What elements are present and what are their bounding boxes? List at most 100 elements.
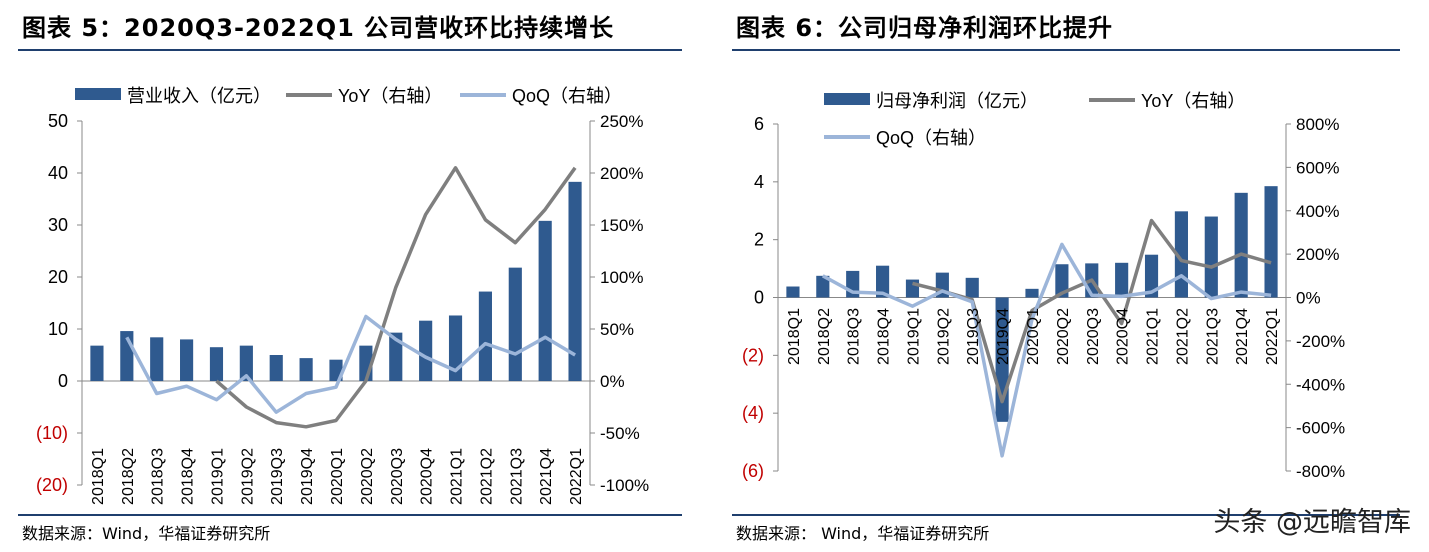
right-tick-label: 400% — [1296, 202, 1339, 221]
category-label: 2020Q3 — [1085, 308, 1102, 365]
left-tick-label: (4) — [742, 403, 764, 423]
bar-2021Q4 — [1234, 192, 1248, 298]
bar-2019Q4 — [299, 358, 313, 381]
watermark: 头条 @远瞻智库 — [1213, 507, 1411, 538]
left-tick-label: 20 — [48, 267, 68, 287]
yoy-line — [215, 166, 577, 429]
legend-label: YoY（右轴） — [1141, 91, 1245, 111]
bar-2019Q3 — [269, 355, 283, 381]
category-label: 2018Q4 — [180, 448, 197, 505]
category-label: 2018Q3 — [846, 308, 863, 365]
bar-2021Q4 — [538, 220, 552, 381]
source-note: 数据来源：Wind，华福证券研究所 — [22, 524, 271, 543]
right-tick-label: 0% — [1296, 289, 1321, 308]
right-tick-label: 800% — [1296, 115, 1339, 134]
bar-2022Q1 — [568, 181, 582, 381]
panel-profit-chart: 图表 6：公司归母净利润环比提升 6 4 2 0 (2) (4) (6) 800% 600% 40… — [714, 0, 1429, 552]
bar-2020Q3 — [389, 332, 403, 381]
bar-2021Q2 — [478, 291, 492, 381]
yoy-line — [912, 218, 1272, 404]
category-label: 2019Q1 — [209, 448, 226, 505]
right-tick-label: 250% — [600, 112, 643, 131]
left-tick-label: 50 — [48, 111, 68, 131]
category-label: 2020Q2 — [1055, 308, 1072, 365]
category-label: 2018Q3 — [150, 448, 167, 505]
category-label: 2019Q3 — [965, 308, 982, 365]
bar-2020Q4 — [1115, 262, 1129, 298]
category-label: 2021Q1 — [1145, 308, 1162, 365]
title-divider — [18, 49, 682, 51]
footer-divider — [18, 514, 682, 516]
legend-swatch — [75, 88, 121, 100]
qoq-line — [821, 242, 1272, 458]
category-label: 2021Q3 — [508, 448, 525, 505]
right-tick-label: 200% — [600, 164, 643, 183]
category-label: 2022Q1 — [568, 448, 585, 505]
category-label: 2021Q2 — [478, 448, 495, 505]
title-divider — [732, 49, 1400, 51]
left-tick-label: 0 — [754, 288, 764, 308]
right-tick-label: 100% — [600, 268, 643, 287]
bar-2018Q2 — [816, 275, 830, 298]
bar-2020Q4 — [419, 320, 433, 381]
bar-2019Q1 — [905, 279, 920, 298]
left-tick-label: (2) — [742, 345, 764, 365]
left-tick-label: 10 — [48, 319, 68, 339]
category-label: 2021Q1 — [449, 448, 466, 505]
right-tick-label: 50% — [600, 320, 634, 339]
category-label: 2022Q1 — [1264, 308, 1281, 365]
category-label: 2021Q2 — [1174, 308, 1191, 365]
left-tick-label: 4 — [754, 172, 764, 192]
bar-2021Q3 — [508, 267, 522, 381]
category-label: 2020Q1 — [329, 448, 346, 505]
category-label: 2021Q4 — [538, 448, 555, 505]
qoq-line — [125, 314, 576, 414]
category-label: 2020Q1 — [1025, 308, 1042, 365]
category-label: 2020Q2 — [359, 448, 376, 505]
left-tick-label: (20) — [36, 475, 68, 495]
right-tick-label: 150% — [600, 216, 643, 235]
bar-2022Q1 — [1264, 186, 1278, 298]
bar-2019Q1 — [209, 347, 224, 381]
bar-2021Q1 — [448, 315, 463, 381]
category-label: 2021Q3 — [1204, 308, 1221, 365]
bar-2021Q3 — [1204, 216, 1218, 298]
category-label: 2019Q1 — [905, 308, 922, 365]
right-tick-label: -800% — [1296, 462, 1345, 481]
legend-label: QoQ（右轴） — [512, 86, 622, 106]
category-label: 2019Q4 — [995, 308, 1012, 365]
category-label: 2021Q4 — [1234, 308, 1251, 365]
bar-2018Q3 — [150, 337, 164, 381]
category-label: 2018Q2 — [816, 308, 833, 365]
category-label: 2019Q2 — [239, 448, 256, 505]
legend-label: YoY（右轴） — [338, 86, 442, 106]
right-tick-label: 600% — [1296, 158, 1339, 177]
left-tick-label: (6) — [742, 461, 764, 481]
left-tick-label: 40 — [48, 163, 68, 183]
right-tick-label: -400% — [1296, 375, 1345, 394]
left-tick-label: 6 — [754, 114, 764, 134]
category-label: 2018Q1 — [90, 448, 107, 505]
category-label: 2018Q1 — [786, 308, 803, 365]
bar-2018Q1 — [90, 345, 104, 381]
category-label: 2020Q4 — [419, 448, 436, 505]
profit-chart: 6 4 2 0 (2) (4) (6) 800% 600% 400% 200% 0% -200% -400… — [742, 91, 1345, 481]
right-tick-label: 200% — [1296, 245, 1339, 264]
bar-2018Q4 — [876, 265, 890, 298]
right-tick-label: -100% — [600, 476, 649, 495]
source-note: 数据来源： Wind，华福证券研究所 — [736, 524, 990, 543]
category-label: 2020Q3 — [389, 448, 406, 505]
right-tick-label: -50% — [600, 424, 640, 443]
legend-swatch — [824, 93, 870, 105]
right-tick-label: -600% — [1296, 419, 1345, 438]
bar-2018Q4 — [180, 339, 194, 381]
category-label: 2019Q2 — [935, 308, 952, 365]
panel-revenue-chart: 图表 5：2020Q3-2022Q1 公司营收环比持续增长 50 40 30 20 10… — [0, 0, 700, 552]
category-label: 2019Q3 — [269, 448, 286, 505]
footer-divider — [732, 514, 1400, 516]
chart-title: 图表 5：2020Q3-2022Q1 公司营收环比持续增长 — [22, 14, 615, 42]
category-label: 2019Q4 — [299, 448, 316, 505]
bar-2021Q1 — [1144, 254, 1159, 298]
legend-label: 营业收入（亿元） — [127, 86, 271, 106]
bar-2020Q2 — [1055, 264, 1069, 298]
